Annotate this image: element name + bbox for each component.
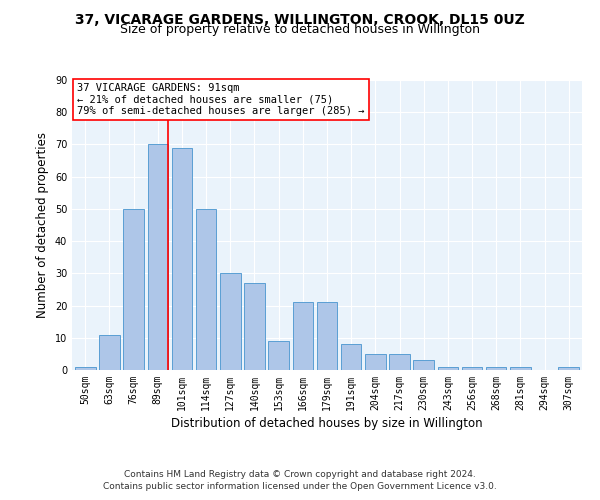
Bar	[486, 367, 506, 370]
Bar	[124, 209, 144, 370]
Text: Contains HM Land Registry data © Crown copyright and database right 2024.: Contains HM Land Registry data © Crown c…	[124, 470, 476, 479]
Bar	[510, 367, 530, 370]
Text: 37, VICARAGE GARDENS, WILLINGTON, CROOK, DL15 0UZ: 37, VICARAGE GARDENS, WILLINGTON, CROOK,…	[75, 12, 525, 26]
Bar	[196, 209, 217, 370]
X-axis label: Distribution of detached houses by size in Willington: Distribution of detached houses by size …	[171, 417, 483, 430]
Bar	[365, 354, 386, 370]
Bar	[244, 283, 265, 370]
Text: Size of property relative to detached houses in Willington: Size of property relative to detached ho…	[120, 22, 480, 36]
Bar	[148, 144, 168, 370]
Bar	[293, 302, 313, 370]
Bar	[462, 367, 482, 370]
Bar	[220, 274, 241, 370]
Bar	[341, 344, 361, 370]
Bar	[172, 148, 192, 370]
Text: 37 VICARAGE GARDENS: 91sqm
← 21% of detached houses are smaller (75)
79% of semi: 37 VICARAGE GARDENS: 91sqm ← 21% of deta…	[77, 83, 365, 116]
Bar	[413, 360, 434, 370]
Bar	[268, 341, 289, 370]
Bar	[437, 367, 458, 370]
Bar	[317, 302, 337, 370]
Bar	[559, 367, 579, 370]
Bar	[389, 354, 410, 370]
Bar	[99, 334, 120, 370]
Bar	[75, 367, 95, 370]
Y-axis label: Number of detached properties: Number of detached properties	[36, 132, 49, 318]
Text: Contains public sector information licensed under the Open Government Licence v3: Contains public sector information licen…	[103, 482, 497, 491]
